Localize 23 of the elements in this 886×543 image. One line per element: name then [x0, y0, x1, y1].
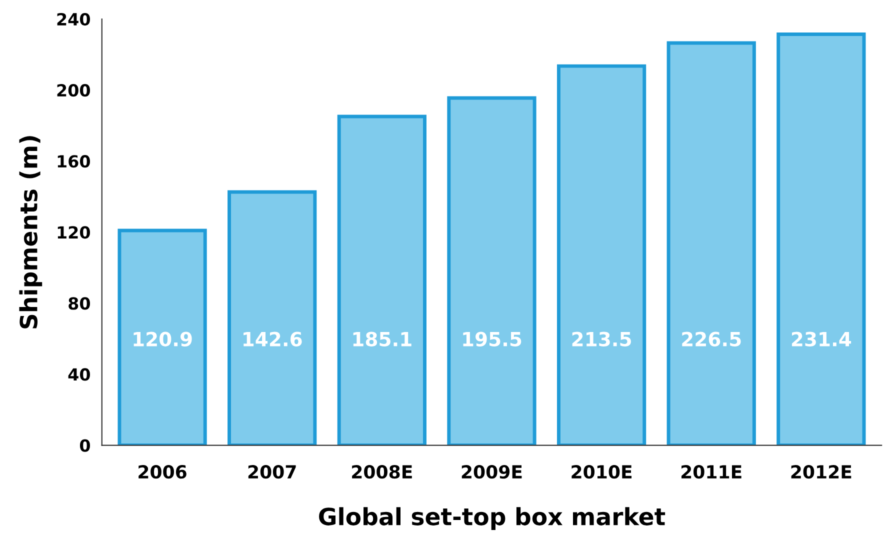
data-label: 195.5 [463, 332, 522, 346]
x-tick-label: 2011E [681, 465, 742, 479]
y-axis-title: Shipments (m) [19, 136, 42, 328]
data-label: 142.6 [244, 332, 302, 346]
data-label: 120.9 [134, 332, 192, 346]
x-tick-label: 2012E [791, 465, 852, 479]
y-tick-label: 240 [57, 12, 90, 26]
data-label: 185.1 [353, 332, 412, 346]
x-tick-label: 2007 [248, 465, 296, 479]
x-axis-title: Global set-top box market [319, 507, 666, 530]
y-tick-label: 200 [57, 84, 90, 97]
x-tick-label: 2008E [352, 465, 412, 479]
x-tick-label: 2010E [572, 465, 632, 479]
data-label: 213.5 [572, 332, 631, 346]
y-tick-label: 40 [68, 368, 90, 381]
data-label: 226.5 [682, 332, 741, 346]
y-tick-label: 160 [58, 155, 90, 168]
x-tick-label: 2009E [462, 465, 522, 479]
data-label: 231.4 [792, 332, 852, 346]
y-tick-label: 120 [58, 226, 90, 239]
y-tick-label: 80 [68, 297, 90, 310]
y-tick-label: 0 [80, 439, 90, 452]
x-tick-label: 2006 [138, 465, 186, 479]
